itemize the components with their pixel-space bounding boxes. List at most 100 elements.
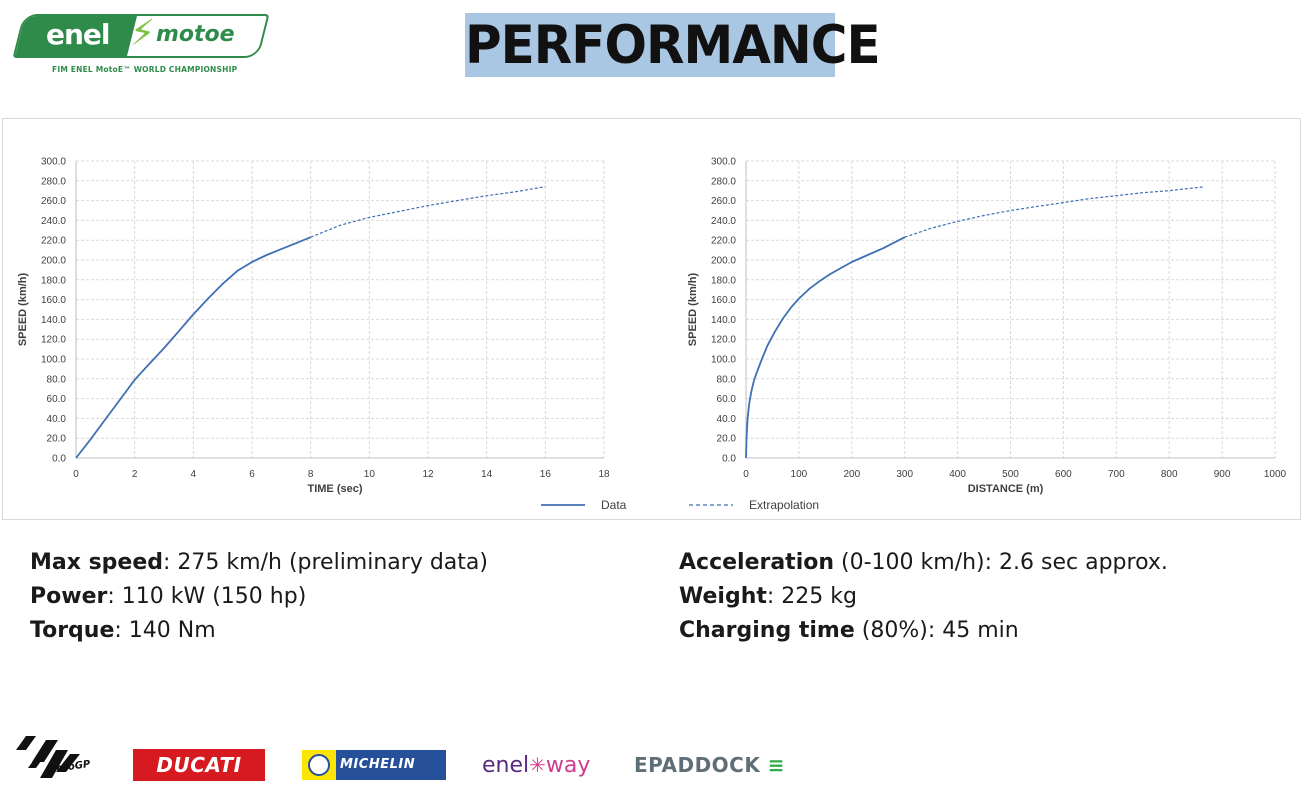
y-tick-label: 220.0 [711,236,736,247]
spec-label: Charging time [679,618,855,643]
y-tick-label: 260.0 [41,196,66,207]
spec-value: (80%): 45 min [854,618,1019,643]
legend: Data Extrapolation [541,498,819,512]
series-data [745,236,906,459]
motogp-mark-icon [16,736,80,778]
x-axis-title: TIME (sec) [307,483,362,495]
y-tick-label: 260.0 [711,196,736,207]
michelin-man-icon [308,754,330,776]
y-tick-label: 140.0 [711,315,736,326]
x-tick-label: 700 [1108,469,1125,480]
spec-max-speed: Max speed: 275 km/h (preliminary data) [30,546,488,580]
y-tick-label: 120.0 [711,335,736,346]
y-tick-label: 280.0 [41,176,66,187]
y-tick-label: 0.0 [52,454,66,465]
michelin-logo: MICHELIN [302,750,446,780]
spec-value: : 275 km/h (preliminary data) [163,550,488,575]
x-tick-label: 800 [1161,469,1178,480]
y-tick-label: 300.0 [711,157,736,168]
epaddock-text: EPADDOCK [634,753,761,777]
y-tick-label: 200.0 [711,256,736,267]
y-tick-label: 40.0 [47,414,67,425]
epaddock-logo: EPADDOCK ≡ [634,751,785,779]
x-tick-label: 200 [843,469,860,480]
y-tick-label: 80.0 [47,374,67,385]
y-tick-label: 20.0 [47,434,67,445]
y-tick-label: 220.0 [41,236,66,247]
x-tick-label: 600 [1055,469,1072,480]
page-title: PERFORMANCE [465,14,881,76]
y-tick-label: 40.0 [717,414,737,425]
charts-svg: 0.020.040.060.080.0100.0120.0140.0160.01… [17,157,1287,513]
spec-acceleration: Acceleration (0-100 km/h): 2.6 sec appro… [679,546,1168,580]
x-tick-label: 0 [73,469,79,480]
michelin-text: MICHELIN [340,757,416,772]
y-tick-label: 60.0 [47,394,67,405]
logo-motoe-text: motoe [156,22,235,47]
x-tick-label: 14 [481,469,493,480]
spec-label: Torque [30,618,115,643]
y-tick-label: 80.0 [717,374,737,385]
y-tick-label: 240.0 [41,216,66,227]
x-tick-label: 100 [791,469,808,480]
y-tick-label: 160.0 [41,295,66,306]
spec-value: : 140 Nm [114,618,216,643]
x-tick-label: 400 [949,469,966,480]
y-tick-label: 200.0 [41,256,66,267]
y-tick-label: 0.0 [722,454,736,465]
chart-panel: 0.0 20.0 40.0 60.0 80.0 100.0 120.0 140.0 160.0 1… [2,118,1301,520]
specs-right: Acceleration (0-100 km/h): 2.6 sec appro… [679,546,1168,648]
chart-1: 0.0 20.0 40.0 60.0 80.0 100.0 120.0 140.0 160.0 1… [17,157,610,496]
x-axis-title: DISTANCE (m) [968,483,1044,495]
logo-subtitle: FIM ENEL MotoE™ WORLD CHAMPIONSHIP [52,65,238,74]
y-tick-label: 100.0 [711,355,736,366]
enelway-way-text: way [545,753,591,778]
spec-torque: Torque: 140 Nm [30,614,488,648]
y-tick-label: 240.0 [711,216,736,227]
epaddock-e-icon: ≡ [760,753,786,777]
y-tick-label: 60.0 [717,394,737,405]
x-tick-label: 500 [1002,469,1019,480]
x-tick-label: 1000 [1264,469,1287,480]
y-tick-label: 140.0 [41,315,66,326]
motogp-logo: motoGP [12,732,112,788]
x-tick-label: 12 [422,469,434,480]
enelway-logo: enel✳way [482,750,590,780]
y-tick-label: 280.0 [711,176,736,187]
x-tick-label: 10 [364,469,376,480]
x-tick-label: 300 [896,469,913,480]
enelway-enel-text: enel [482,753,530,778]
ducati-text: DUCATI [156,753,242,777]
lightning-bolt-icon: ⚡ [130,13,156,54]
y-axis-title: SPEED (km/h) [17,272,29,346]
chart-2: 0.0 20.0 40.0 60.0 80.0 100.0 120.0 140.0 160.0 1… [687,157,1287,496]
x-tick-label: 8 [308,469,314,480]
y-tick-label: 20.0 [717,434,737,445]
y-tick-label: 180.0 [711,275,736,286]
x-tick-label: 0 [743,469,749,480]
spec-value: (0-100 km/h): 2.6 sec approx. [834,550,1168,575]
y-tick-label: 100.0 [41,355,66,366]
spec-label: Weight [679,584,767,609]
spec-label: Max speed [30,550,164,575]
page-title-box: PERFORMANCE [465,13,881,77]
spec-value: : 110 kW (150 hp) [107,584,307,609]
ducati-logo: DUCATI [133,749,265,781]
legend-label-data: Data [601,498,627,512]
series-extrapolation [904,186,1205,238]
legend-label-extrapolation: Extrapolation [749,498,819,512]
y-axis-title: SPEED (km/h) [687,272,699,346]
series-extrapolation [310,186,546,238]
x-tick-label: 900 [1214,469,1231,480]
logo-enel-text: enel [46,18,111,51]
series-data [75,236,312,459]
y-tick-label: 120.0 [41,335,66,346]
spec-charging-time: Charging time (80%): 45 min [679,614,1168,648]
y-tick-label: 300.0 [41,157,66,168]
enel-motoe-logo: enel ⚡ motoe FIM ENEL MotoE™ WORLD CHAMP… [12,10,270,76]
x-tick-label: 16 [540,469,552,480]
spec-power: Power: 110 kW (150 hp) [30,580,488,614]
x-tick-label: 4 [191,469,197,480]
spec-label: Power [30,584,108,609]
sparkle-icon: ✳ [529,753,546,777]
